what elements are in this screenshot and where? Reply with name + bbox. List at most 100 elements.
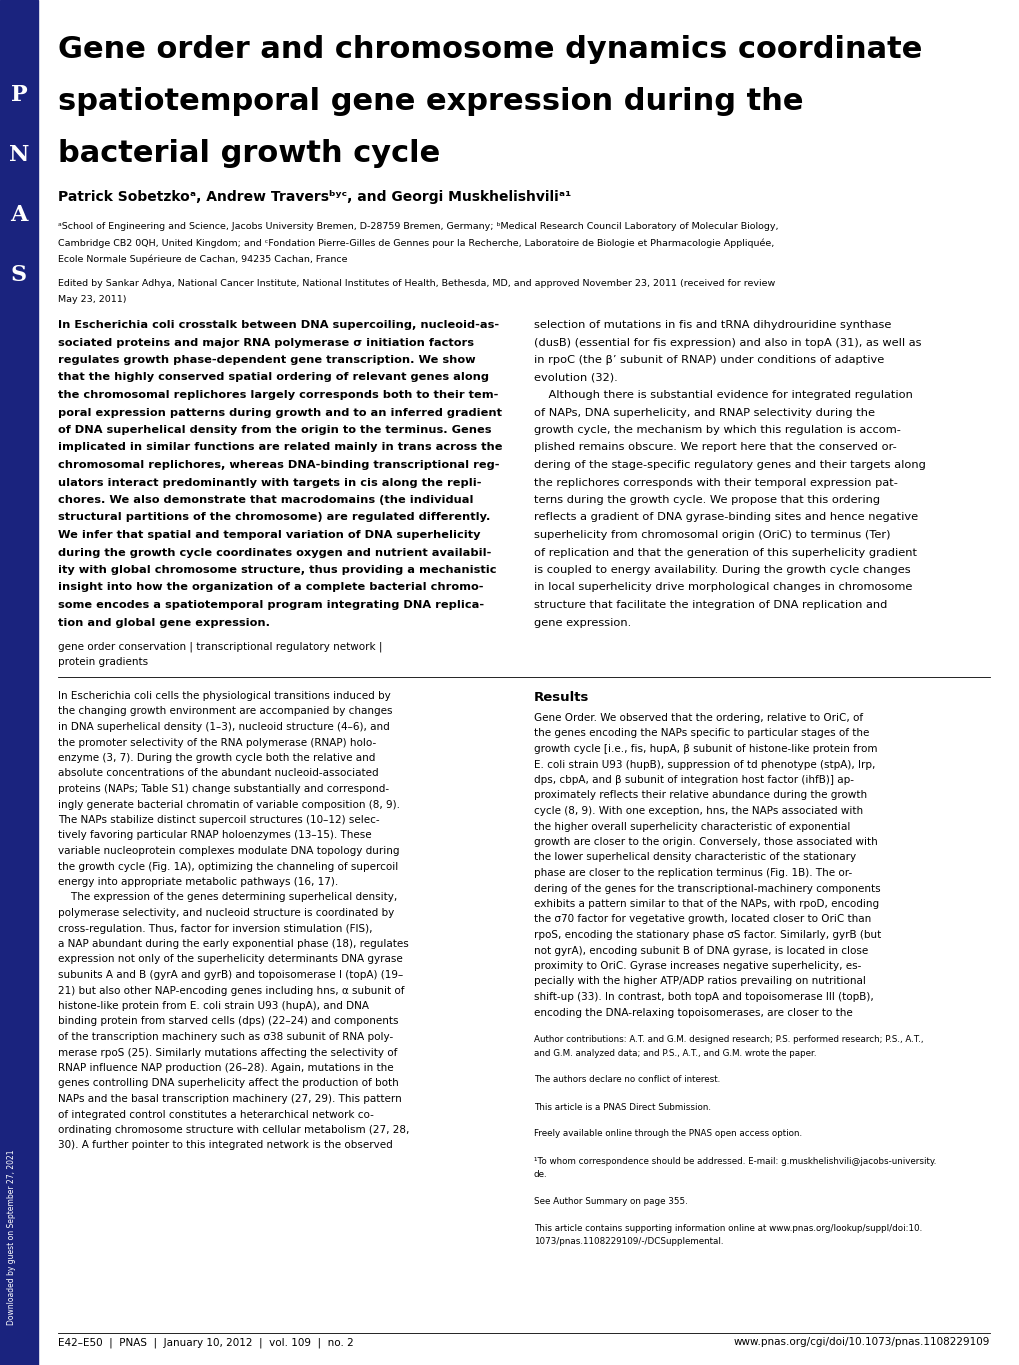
Text: the σ70 factor for vegetative growth, located closer to OriC than: the σ70 factor for vegetative growth, lo… <box>534 915 870 924</box>
Text: plished remains obscure. We report here that the conserved or-: plished remains obscure. We report here … <box>534 442 896 453</box>
Text: dering of the stage-specific regulatory genes and their targets along: dering of the stage-specific regulatory … <box>534 460 925 470</box>
Text: gene expression.: gene expression. <box>534 617 631 628</box>
Text: during the growth cycle coordinates oxygen and nutrient availabil-: during the growth cycle coordinates oxyg… <box>58 547 491 557</box>
Text: N: N <box>9 143 30 167</box>
Text: merase rpoS (25). Similarly mutations affecting the selectivity of: merase rpoS (25). Similarly mutations af… <box>58 1047 397 1058</box>
Text: genes controlling DNA superhelicity affect the production of both: genes controlling DNA superhelicity affe… <box>58 1078 398 1088</box>
Text: 21) but also other NAP-encoding genes including hns, α subunit of: 21) but also other NAP-encoding genes in… <box>58 986 405 995</box>
Text: enzyme (3, 7). During the growth cycle both the relative and: enzyme (3, 7). During the growth cycle b… <box>58 753 375 763</box>
Text: of replication and that the generation of this superhelicity gradient: of replication and that the generation o… <box>534 547 916 557</box>
Text: superhelicity from chromosomal origin (OriC) to terminus (Ter): superhelicity from chromosomal origin (O… <box>534 530 890 541</box>
Text: growth are closer to the origin. Conversely, those associated with: growth are closer to the origin. Convers… <box>534 837 877 848</box>
Text: structural partitions of the chromosome) are regulated differently.: structural partitions of the chromosome)… <box>58 512 490 523</box>
Text: 1073/pnas.1108229109/-/DCSupplemental.: 1073/pnas.1108229109/-/DCSupplemental. <box>534 1238 722 1246</box>
Text: www.pnas.org/cgi/doi/10.1073/pnas.1108229109: www.pnas.org/cgi/doi/10.1073/pnas.110822… <box>733 1336 989 1347</box>
Text: sociated proteins and major RNA polymerase σ initiation factors: sociated proteins and major RNA polymera… <box>58 337 474 348</box>
Text: rpoS, encoding the stationary phase σS factor. Similarly, gyrB (but: rpoS, encoding the stationary phase σS f… <box>534 930 880 940</box>
Text: in DNA superhelical density (1–3), nucleoid structure (4–6), and: in DNA superhelical density (1–3), nucle… <box>58 722 389 732</box>
Text: some encodes a spatiotemporal program integrating DNA replica-: some encodes a spatiotemporal program in… <box>58 601 484 610</box>
Text: We infer that spatial and temporal variation of DNA superhelicity: We infer that spatial and temporal varia… <box>58 530 480 541</box>
Text: ¹To whom correspondence should be addressed. E-mail: g.muskhelishvili@jacobs-uni: ¹To whom correspondence should be addres… <box>534 1156 935 1166</box>
Text: the chromosomal replichores largely corresponds both to their tem-: the chromosomal replichores largely corr… <box>58 390 498 400</box>
Text: P: P <box>10 85 28 106</box>
Text: evolution (32).: evolution (32). <box>534 373 618 382</box>
Text: that the highly conserved spatial ordering of relevant genes along: that the highly conserved spatial orderi… <box>58 373 488 382</box>
Text: Cambridge CB2 0QH, United Kingdom; and ᶜFondation Pierre-Gilles de Gennes pour l: Cambridge CB2 0QH, United Kingdom; and ᶜ… <box>58 238 773 247</box>
Text: S: S <box>11 263 28 287</box>
Text: encoding the DNA-relaxing topoisomerases, are closer to the: encoding the DNA-relaxing topoisomerases… <box>534 1007 852 1017</box>
Text: Patrick Sobetzkoᵃ, Andrew Traversᵇʸᶜ, and Georgi Muskhelishviliᵃ¹: Patrick Sobetzkoᵃ, Andrew Traversᵇʸᶜ, an… <box>58 190 571 203</box>
Text: the lower superhelical density characteristic of the stationary: the lower superhelical density character… <box>534 853 855 863</box>
Text: proximity to OriC. Gyrase increases negative superhelicity, es-: proximity to OriC. Gyrase increases nega… <box>534 961 860 971</box>
Bar <box>0 0 38 1365</box>
Text: 30). A further pointer to this integrated network is the observed: 30). A further pointer to this integrate… <box>58 1141 392 1151</box>
Text: ulators interact predominantly with targets in cis along the repli-: ulators interact predominantly with targ… <box>58 478 481 487</box>
Text: bacterial growth cycle: bacterial growth cycle <box>58 139 440 168</box>
Text: regulates growth phase-dependent gene transcription. We show: regulates growth phase-dependent gene tr… <box>58 355 475 364</box>
Text: binding protein from starved cells (dps) (22–24) and components: binding protein from starved cells (dps)… <box>58 1017 398 1026</box>
Text: E42–E50  |  PNAS  |  January 10, 2012  |  vol. 109  |  no. 2: E42–E50 | PNAS | January 10, 2012 | vol.… <box>58 1336 354 1347</box>
Text: E. coli strain U93 (hupB), suppression of td phenotype (stpA), lrp,: E. coli strain U93 (hupB), suppression o… <box>534 759 874 770</box>
Text: structure that facilitate the integration of DNA replication and: structure that facilitate the integratio… <box>534 601 887 610</box>
Text: insight into how the organization of a complete bacterial chromo-: insight into how the organization of a c… <box>58 583 483 592</box>
Text: is coupled to energy availability. During the growth cycle changes: is coupled to energy availability. Durin… <box>534 565 910 575</box>
Text: gene order conservation | transcriptional regulatory network |: gene order conservation | transcriptiona… <box>58 642 382 651</box>
Text: growth cycle [i.e., fis, hupA, β subunit of histone-like protein from: growth cycle [i.e., fis, hupA, β subunit… <box>534 744 876 753</box>
Text: poral expression patterns during growth and to an inferred gradient: poral expression patterns during growth … <box>58 408 501 418</box>
Text: May 23, 2011): May 23, 2011) <box>58 295 126 304</box>
Text: growth cycle, the mechanism by which this regulation is accom-: growth cycle, the mechanism by which thi… <box>534 425 900 435</box>
Text: phase are closer to the replication terminus (Fig. 1B). The or-: phase are closer to the replication term… <box>534 868 852 878</box>
Text: In Escherichia coli cells the physiological transitions induced by: In Escherichia coli cells the physiologi… <box>58 691 390 702</box>
Text: the growth cycle (Fig. 1A), optimizing the channeling of supercoil: the growth cycle (Fig. 1A), optimizing t… <box>58 861 397 871</box>
Text: NAPs and the basal transcription machinery (27, 29). This pattern: NAPs and the basal transcription machine… <box>58 1093 401 1104</box>
Text: protein gradients: protein gradients <box>58 657 148 667</box>
Text: This article contains supporting information online at www.pnas.org/lookup/suppl: This article contains supporting informa… <box>534 1224 921 1233</box>
Text: the replichores corresponds with their temporal expression pat-: the replichores corresponds with their t… <box>534 478 897 487</box>
Text: Edited by Sankar Adhya, National Cancer Institute, National Institutes of Health: Edited by Sankar Adhya, National Cancer … <box>58 278 774 288</box>
Text: shift-up (33). In contrast, both topA and topoisomerase III (topB),: shift-up (33). In contrast, both topA an… <box>534 992 873 1002</box>
Text: dps, cbpA, and β subunit of integration host factor (ihfB)] ap-: dps, cbpA, and β subunit of integration … <box>534 775 853 785</box>
Text: of DNA superhelical density from the origin to the terminus. Genes: of DNA superhelical density from the ori… <box>58 425 491 435</box>
Text: The NAPs stabilize distinct supercoil structures (10–12) selec-: The NAPs stabilize distinct supercoil st… <box>58 815 379 824</box>
Text: absolute concentrations of the abundant nucleoid-associated: absolute concentrations of the abundant … <box>58 768 378 778</box>
Text: in local superhelicity drive morphological changes in chromosome: in local superhelicity drive morphologic… <box>534 583 911 592</box>
Text: implicated in similar functions are related mainly in trans across the: implicated in similar functions are rela… <box>58 442 502 453</box>
Text: Although there is substantial evidence for integrated regulation: Although there is substantial evidence f… <box>534 390 912 400</box>
Text: See Author Summary on page 355.: See Author Summary on page 355. <box>534 1197 687 1207</box>
Text: spatiotemporal gene expression during the: spatiotemporal gene expression during th… <box>58 87 803 116</box>
Text: subunits A and B (gyrA and gyrB) and topoisomerase I (topA) (19–: subunits A and B (gyrA and gyrB) and top… <box>58 971 403 980</box>
Text: Gene order and chromosome dynamics coordinate: Gene order and chromosome dynamics coord… <box>58 35 921 64</box>
Text: dering of the genes for the transcriptional-machinery components: dering of the genes for the transcriptio… <box>534 883 879 894</box>
Text: This article is a PNAS Direct Submission.: This article is a PNAS Direct Submission… <box>534 1103 710 1111</box>
Text: the promoter selectivity of the RNA polymerase (RNAP) holo-: the promoter selectivity of the RNA poly… <box>58 737 376 748</box>
Text: of NAPs, DNA superhelicity, and RNAP selectivity during the: of NAPs, DNA superhelicity, and RNAP sel… <box>534 408 874 418</box>
Text: chores. We also demonstrate that macrodomains (the individual: chores. We also demonstrate that macrodo… <box>58 495 473 505</box>
Text: ingly generate bacterial chromatin of variable composition (8, 9).: ingly generate bacterial chromatin of va… <box>58 800 399 809</box>
Text: RNAP influence NAP production (26–28). Again, mutations in the: RNAP influence NAP production (26–28). A… <box>58 1063 393 1073</box>
Text: (dusB) (essential for fis expression) and also in topA (31), as well as: (dusB) (essential for fis expression) an… <box>534 337 920 348</box>
Text: The expression of the genes determining superhelical density,: The expression of the genes determining … <box>58 893 396 902</box>
Text: Results: Results <box>534 691 589 704</box>
Text: de.: de. <box>534 1170 547 1179</box>
Text: tively favoring particular RNAP holoenzymes (13–15). These: tively favoring particular RNAP holoenzy… <box>58 830 371 841</box>
Text: terns during the growth cycle. We propose that this ordering: terns during the growth cycle. We propos… <box>534 495 879 505</box>
Text: selection of mutations in fis and tRNA dihydrouridine synthase: selection of mutations in fis and tRNA d… <box>534 319 891 330</box>
Text: histone-like protein from E. coli strain U93 (hupA), and DNA: histone-like protein from E. coli strain… <box>58 1001 369 1011</box>
Text: A: A <box>10 203 28 227</box>
Text: proteins (NAPs; Table S1) change substantially and correspond-: proteins (NAPs; Table S1) change substan… <box>58 784 388 794</box>
Text: tion and global gene expression.: tion and global gene expression. <box>58 617 270 628</box>
Text: the genes encoding the NAPs specific to particular stages of the: the genes encoding the NAPs specific to … <box>534 729 868 738</box>
Text: Author contributions: A.T. and G.M. designed research; P.S. performed research; : Author contributions: A.T. and G.M. desi… <box>534 1035 922 1044</box>
Text: ᵃSchool of Engineering and Science, Jacobs University Bremen, D-28759 Bremen, Ge: ᵃSchool of Engineering and Science, Jaco… <box>58 222 777 231</box>
Text: the higher overall superhelicity characteristic of exponential: the higher overall superhelicity charact… <box>534 822 850 831</box>
Text: exhibits a pattern similar to that of the NAPs, with rpoD, encoding: exhibits a pattern similar to that of th… <box>534 900 878 909</box>
Text: pecially with the higher ATP/ADP ratios prevailing on nutritional: pecially with the higher ATP/ADP ratios … <box>534 976 865 987</box>
Text: of the transcription machinery such as σ38 subunit of RNA poly-: of the transcription machinery such as σ… <box>58 1032 393 1041</box>
Text: cross-regulation. Thus, factor for inversion stimulation (FIS),: cross-regulation. Thus, factor for inver… <box>58 924 372 934</box>
Text: variable nucleoprotein complexes modulate DNA topology during: variable nucleoprotein complexes modulat… <box>58 846 399 856</box>
Text: Gene Order. We observed that the ordering, relative to OriC, of: Gene Order. We observed that the orderin… <box>534 713 862 723</box>
Text: in rpoC (the β’ subunit of RNAP) under conditions of adaptive: in rpoC (the β’ subunit of RNAP) under c… <box>534 355 883 364</box>
Text: Freely available online through the PNAS open access option.: Freely available online through the PNAS… <box>534 1129 801 1138</box>
Text: ity with global chromosome structure, thus providing a mechanistic: ity with global chromosome structure, th… <box>58 565 496 575</box>
Text: expression not only of the superhelicity determinants DNA gyrase: expression not only of the superhelicity… <box>58 954 403 965</box>
